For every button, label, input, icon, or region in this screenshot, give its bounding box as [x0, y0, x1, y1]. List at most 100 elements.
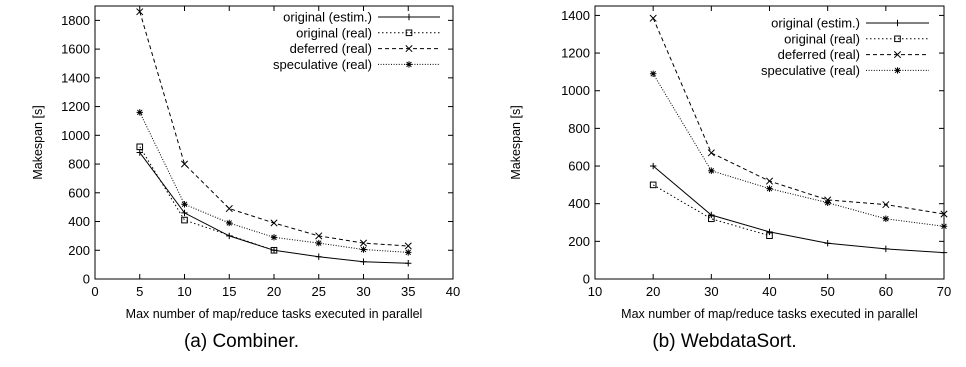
y-tick-label: 600 [68, 185, 90, 200]
data-point [405, 259, 412, 267]
legend-marker [405, 29, 413, 37]
y-tick-label: 600 [568, 159, 590, 174]
data-point [226, 219, 233, 227]
data-point [824, 199, 831, 206]
x-tick-label: 5 [136, 284, 143, 299]
data-point [315, 239, 322, 247]
y-tick-label: 400 [68, 214, 90, 229]
chart-webdatasort: 10 20 30 40 50 60 70 0 200 400 600 800 1000 1200 1400 M… [509, 5, 951, 321]
data-point [649, 181, 657, 189]
x-tick-label: 20 [267, 284, 281, 299]
legend-label: original (real) [784, 31, 860, 46]
x-tick-label: 70 [937, 284, 951, 299]
series-speculative-real [649, 70, 948, 230]
data-point [882, 215, 890, 222]
x-tick-label: 30 [356, 284, 370, 299]
series-line [139, 152, 409, 264]
data-point [708, 211, 715, 219]
y-tick-label: 0 [83, 272, 90, 287]
data-point [707, 149, 715, 157]
series-line [652, 184, 770, 237]
data-point [940, 223, 948, 230]
legend-label: original (estim.) [771, 16, 860, 31]
caption-webdatasort: (b) WebdataSort. [652, 331, 797, 352]
data-point [708, 215, 715, 223]
data-point [225, 205, 233, 213]
x-tick-label: 50 [820, 284, 834, 299]
data-point [270, 234, 278, 241]
y-tick-label: 1000 [561, 83, 590, 98]
data-point [181, 201, 188, 208]
x-tick-label: 0 [91, 284, 98, 299]
y-tick-label: 1400 [61, 70, 90, 85]
data-point [315, 253, 322, 260]
y-tick-label: 200 [68, 243, 90, 258]
legend-marker [405, 45, 413, 53]
series-deferred-real [136, 8, 412, 250]
legend-marker [894, 19, 901, 27]
y-tick-label: 800 [568, 121, 590, 136]
series-speculative-real [136, 109, 412, 256]
series-deferred-real [649, 14, 948, 218]
x-tick-label: 40 [446, 284, 460, 299]
x-tick-label: 10 [588, 284, 602, 299]
data-point [765, 177, 774, 185]
legend-marker [894, 35, 901, 43]
data-point [882, 201, 890, 209]
y-tick-label: 1800 [61, 13, 90, 28]
chart-panel-webdatasort: 10 20 30 40 50 60 70 0 200 400 600 800 1000 1200 1400 M… [483, 0, 966, 367]
data-point [270, 219, 278, 227]
y-tick-label: 1600 [61, 42, 90, 57]
series-original-real [649, 181, 773, 239]
data-point [766, 185, 773, 192]
x-tick-label: 35 [401, 284, 415, 299]
data-point [404, 242, 412, 250]
y-tick-label: 200 [568, 234, 590, 249]
series-original-estim [136, 149, 412, 267]
data-point [136, 143, 144, 151]
data-point [405, 249, 412, 256]
data-point [940, 210, 948, 218]
legend-label: original (real) [296, 25, 372, 40]
series-line [652, 18, 945, 215]
data-point [766, 228, 773, 236]
x-tick-label: 20 [646, 284, 660, 299]
series-line [652, 73, 945, 227]
x-tick-label: 15 [222, 284, 236, 299]
caption-combiner: (a) Combiner. [183, 331, 300, 352]
y-tick-label: 0 [583, 272, 590, 287]
legend-marker [405, 13, 413, 21]
x-tick-label: 60 [879, 284, 893, 299]
x-tick-label: 40 [762, 284, 776, 299]
x-axis-label: Max number of map/reduce tasks executed … [126, 307, 423, 321]
data-point [940, 249, 948, 256]
x-tick-label: 10 [177, 284, 191, 299]
legend-marker [894, 67, 901, 74]
data-point [136, 109, 143, 116]
chart-combiner: 0 5 10 15 20 25 30 35 40020040060080010001200140… [31, 5, 460, 321]
data-point [766, 232, 773, 239]
data-point [360, 246, 367, 253]
data-point [649, 14, 657, 22]
data-point [136, 8, 144, 16]
y-tick-label: 1000 [61, 128, 90, 143]
series-original-estim [649, 162, 948, 256]
x-tick-label: 25 [312, 284, 326, 299]
data-point [649, 162, 657, 170]
x-tick-label: 30 [704, 284, 718, 299]
legend-label: deferred (real) [778, 47, 860, 62]
y-axis-label: Makespan [s] [31, 105, 45, 179]
data-point [882, 245, 890, 253]
data-point [181, 216, 188, 224]
data-point [136, 149, 143, 156]
y-axis-label: Makespan [s] [509, 105, 523, 179]
legend-label: speculative (real) [761, 63, 860, 78]
legend-marker [405, 61, 413, 68]
data-point [649, 70, 657, 77]
data-point [359, 239, 368, 247]
chart-panel-combiner: 0 5 10 15 20 25 30 35 40 0 200 400 600 800 1000 1200 140… [31, 5, 460, 352]
data-point [270, 246, 278, 254]
x-axis-label: Max number of map/reduce tasks executed … [621, 307, 918, 321]
data-point [226, 232, 233, 240]
series-original-real [136, 143, 278, 254]
